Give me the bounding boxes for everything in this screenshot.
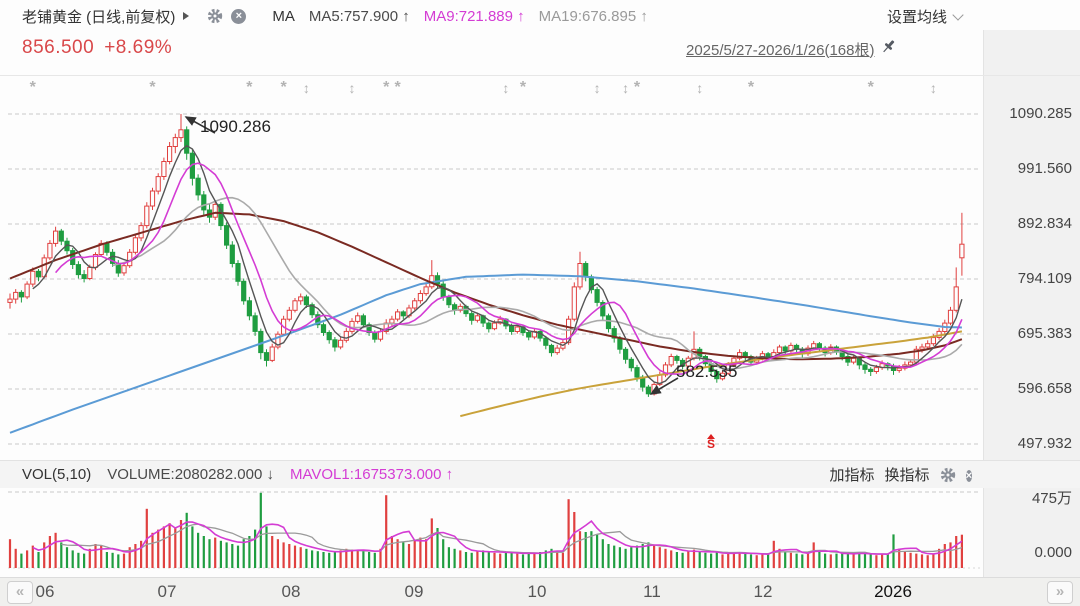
price-axis-label: 794.109 bbox=[1017, 270, 1072, 287]
price-axis-label: 596.658 bbox=[1017, 380, 1072, 397]
event-marker-icon[interactable]: * bbox=[394, 79, 401, 96]
ma5-value: MA5:757.900 ↑ bbox=[308, 7, 410, 25]
scroll-left-button[interactable]: « bbox=[7, 581, 33, 604]
event-marker-icon[interactable]: ↕ bbox=[302, 80, 310, 96]
ma-group-label: MA bbox=[272, 7, 295, 25]
event-marker-icon[interactable]: * bbox=[280, 79, 287, 96]
event-marker-icon[interactable]: * bbox=[246, 79, 253, 96]
time-axis-label: 11 bbox=[643, 582, 661, 601]
ma-settings-gear-icon[interactable] bbox=[207, 8, 223, 24]
volume-value: VOLUME:2080282.000 ↓ bbox=[107, 466, 274, 483]
ma9-value: MA9:721.889 ↑ bbox=[423, 7, 525, 25]
ma-legend: MA MA5:757.900 ↑ MA9:721.889 ↑ MA19:676.… bbox=[260, 8, 648, 25]
mavol1-value: MAVOL1:1675373.000 ↑ bbox=[289, 466, 454, 483]
event-marker-icon[interactable]: * bbox=[383, 79, 390, 96]
event-marker-icon[interactable]: * bbox=[29, 79, 36, 96]
ma19-value: MA19:676.895 ↑ bbox=[538, 7, 648, 25]
peak-annotation: 1090.286 bbox=[200, 117, 271, 136]
time-axis-label: 06 bbox=[35, 582, 55, 601]
dividend-marker[interactable]: S bbox=[704, 434, 718, 450]
event-marker-icon[interactable]: * bbox=[747, 79, 755, 96]
set-ma-button[interactable]: 设置均线 bbox=[887, 6, 964, 27]
price-axis-label: 695.383 bbox=[1017, 325, 1072, 342]
stock-title: 老铺黄金 (日线,前复权) bbox=[22, 8, 176, 26]
vol-indicator-label: VOL(5,10) bbox=[22, 466, 92, 483]
chevron-down-icon bbox=[952, 8, 964, 21]
event-marker-icon[interactable]: * bbox=[519, 79, 527, 96]
time-axis-label: 09 bbox=[404, 582, 424, 601]
price-axis-label: 1090.285 bbox=[1009, 105, 1072, 122]
volume-axis-zero-label: 0.000 bbox=[1034, 544, 1072, 561]
chart-toolbar: 老铺黄金 (日线,前复权) × MA MA5:757.900 ↑ MA9:721… bbox=[0, 0, 1080, 32]
event-marker-icon[interactable]: * bbox=[633, 79, 641, 96]
time-axis-label: 10 bbox=[527, 582, 547, 601]
event-marker-icon[interactable]: ↕ bbox=[622, 80, 630, 96]
date-range-link[interactable]: 2025/5/27-2026/1/26(168根) bbox=[686, 41, 875, 59]
volume-axis-max-label: 475万 bbox=[1031, 490, 1072, 507]
time-axis-label: 07 bbox=[157, 582, 177, 601]
low-annotation: 582.535 bbox=[676, 362, 738, 381]
volume-chart-region: 475万 0.000 bbox=[0, 488, 1080, 577]
quote-row: 856.500 +8.69% 2025/5/27-2026/1/26(168根) bbox=[0, 32, 1080, 64]
change-percent: +8.69% bbox=[104, 37, 173, 58]
price-axis-label: 892.834 bbox=[1017, 215, 1072, 232]
price-axis-label: 497.932 bbox=[1017, 435, 1072, 452]
switch-indicator-button[interactable]: 换指标 bbox=[884, 467, 930, 484]
time-axis-label: 12 bbox=[753, 582, 773, 601]
main-chart-canvas[interactable] bbox=[0, 76, 983, 461]
time-axis-label: 2026 bbox=[874, 582, 912, 601]
pin-icon[interactable] bbox=[880, 38, 897, 60]
close-ma-icon[interactable]: × bbox=[231, 8, 247, 24]
time-axis-label: 08 bbox=[281, 582, 301, 601]
dividend-marker-arrow-icon bbox=[707, 434, 715, 439]
indicator-gear-icon[interactable] bbox=[940, 467, 956, 483]
event-marker-icon[interactable]: * bbox=[867, 79, 874, 96]
event-marker-icon[interactable]: ↕ bbox=[502, 80, 510, 96]
close-indicator-icon[interactable]: × bbox=[965, 469, 972, 482]
time-axis: « 06 07 08 09 10 11 12 2026 » bbox=[0, 577, 1080, 606]
event-marker-icon[interactable]: ↕ bbox=[696, 80, 704, 96]
price-axis-label: 991.560 bbox=[1017, 160, 1072, 177]
volume-chart-canvas[interactable] bbox=[0, 488, 983, 577]
scroll-right-button[interactable]: » bbox=[1047, 581, 1073, 604]
event-marker-icon[interactable]: ↕ bbox=[593, 80, 601, 96]
volume-indicator-bar: VOL(5,10) VOLUME:2080282.000 ↓ MAVOL1:16… bbox=[0, 460, 1080, 488]
event-marker-icon[interactable]: ↕ bbox=[348, 80, 356, 96]
main-chart-region: 1090.285 991.560 892.834 794.109 695.383 596.… bbox=[0, 75, 1080, 461]
add-indicator-button[interactable]: 加指标 bbox=[829, 467, 875, 484]
event-marker-icon[interactable]: * bbox=[149, 79, 156, 96]
last-price: 856.500 +8.69% bbox=[22, 37, 173, 58]
event-marker-icon[interactable]: ↕ bbox=[929, 80, 937, 96]
expand-caret-icon[interactable] bbox=[183, 12, 190, 20]
